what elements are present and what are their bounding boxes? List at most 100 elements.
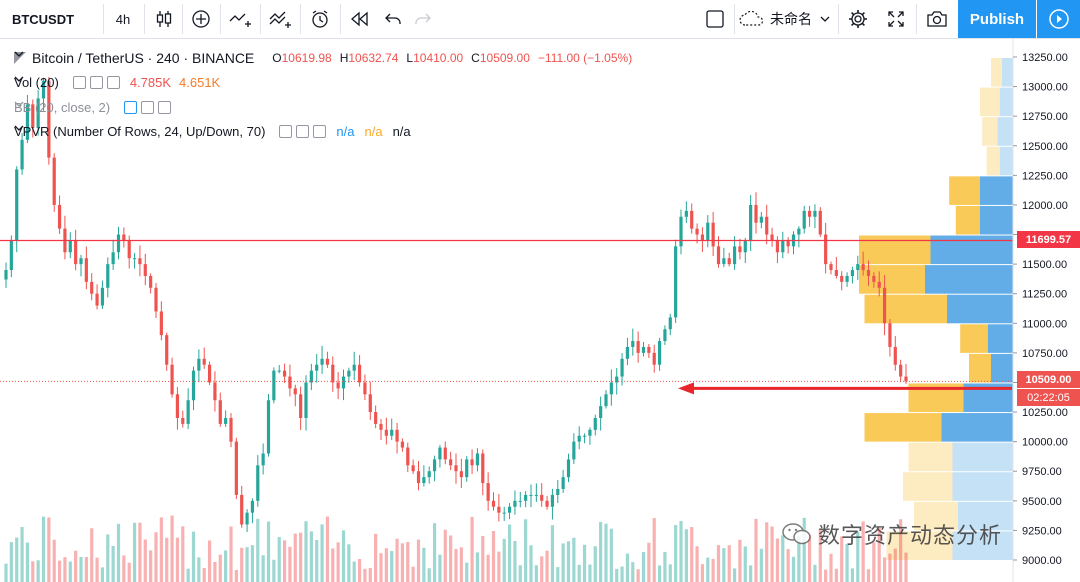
- candle-body: [90, 281, 94, 294]
- undo-icon[interactable]: [378, 0, 408, 38]
- volume-bar: [491, 531, 496, 582]
- volume-bar: [716, 545, 721, 582]
- volume-value-1: 4.785K: [129, 75, 172, 90]
- candle-body: [615, 376, 619, 383]
- volume-profile-up-bar: [991, 58, 1002, 87]
- volume-bar: [807, 535, 812, 582]
- candle-body: [518, 500, 522, 502]
- volume-title[interactable]: Vol (20): [14, 75, 59, 90]
- gear-icon[interactable]: [89, 76, 103, 89]
- volume-bar: [545, 550, 549, 582]
- candle-body: [282, 370, 287, 377]
- volume-bar: [861, 521, 865, 582]
- candle-body: [422, 477, 426, 484]
- volume-bar: [36, 560, 40, 582]
- eye-icon[interactable]: [279, 125, 293, 138]
- candles: [4, 77, 908, 532]
- redo-icon[interactable]: [408, 0, 438, 38]
- gear-icon[interactable]: [296, 125, 310, 138]
- candle-body: [674, 246, 678, 318]
- candle-body: [154, 287, 158, 312]
- volume-bar: [207, 540, 212, 582]
- candle-body: [304, 382, 308, 418]
- compare-icon[interactable]: [224, 0, 256, 38]
- add-indicator-icon[interactable]: [186, 0, 216, 38]
- settings-icon[interactable]: [842, 0, 874, 38]
- candle-body: [170, 364, 174, 395]
- price-tick-label: 10000.00: [1022, 437, 1068, 449]
- candle-body: [475, 453, 480, 466]
- volume-bar: [486, 554, 490, 582]
- candle-body: [636, 341, 640, 353]
- volume-bar: [754, 518, 758, 582]
- price-tick-label: 11000.00: [1022, 318, 1067, 330]
- top-toolbar: BTCUSDT 4h 未命名: [0, 0, 1080, 39]
- wechat-icon: [782, 522, 812, 546]
- close-icon[interactable]: [158, 101, 172, 114]
- price-tick-label: 12500.00: [1022, 141, 1068, 153]
- symbol-search-button[interactable]: BTCUSDT: [6, 0, 80, 38]
- candle-body: [877, 281, 881, 288]
- volume-bar: [524, 519, 528, 582]
- eye-off-icon[interactable]: [124, 101, 138, 114]
- publish-button[interactable]: Publish: [958, 0, 1036, 38]
- volume-bar: [577, 564, 581, 582]
- close-icon[interactable]: [313, 125, 327, 138]
- volume-bar: [363, 568, 367, 582]
- alert-icon[interactable]: [304, 0, 336, 38]
- volume-bars: [4, 515, 908, 582]
- close-value: 10509.00: [479, 51, 530, 65]
- volume-bar: [143, 539, 147, 582]
- play-icon[interactable]: [1037, 0, 1080, 38]
- volume-bar: [63, 557, 67, 582]
- volume-bar: [197, 557, 201, 582]
- templates-icon[interactable]: [264, 0, 296, 38]
- volume-bar: [357, 558, 362, 582]
- cloud-icon: [738, 10, 766, 28]
- gear-icon[interactable]: [141, 101, 155, 114]
- candle-body: [336, 382, 340, 389]
- volume-bar: [668, 564, 672, 582]
- overlays: [0, 239, 1013, 395]
- close-icon[interactable]: [106, 76, 120, 89]
- volume-bar: [872, 542, 876, 582]
- interval-button[interactable]: 4h: [106, 0, 140, 38]
- candle-body: [893, 346, 897, 365]
- bb-title[interactable]: BB (20, close, 2): [14, 100, 111, 115]
- eye-icon[interactable]: [72, 76, 86, 89]
- layout-icon[interactable]: [700, 0, 730, 38]
- vpvr-title[interactable]: VPVR (Number Of Rows, 24, Up/Down, 70): [14, 124, 266, 139]
- volume-bar: [191, 531, 196, 582]
- volume-bar: [320, 524, 324, 582]
- candle-body: [652, 352, 656, 365]
- fullscreen-icon[interactable]: [880, 0, 912, 38]
- candle-body: [604, 394, 608, 407]
- replay-icon[interactable]: [344, 0, 374, 38]
- volume-bar: [106, 534, 110, 582]
- candle-body: [824, 234, 828, 265]
- candle-body: [882, 287, 887, 324]
- candle-body: [111, 252, 115, 265]
- bb-legend: BB (20, close, 2): [14, 100, 175, 115]
- layout-name-menu[interactable]: 未命名: [738, 0, 838, 38]
- candle-body: [684, 210, 688, 217]
- camera-icon[interactable]: [920, 0, 954, 38]
- candle-body: [813, 210, 817, 217]
- volume-profile-up-bar: [859, 265, 925, 294]
- volume-profile-down-bar: [997, 117, 1013, 146]
- symbol-title[interactable]: Bitcoin / TetherUS · 240 · BINANCE: [32, 50, 255, 66]
- volume-bar: [170, 515, 174, 582]
- vpvr-value-3: n/a: [392, 124, 411, 139]
- publish-label: Publish: [969, 10, 1025, 28]
- candle-body: [352, 364, 356, 371]
- volume-bar: [79, 556, 83, 582]
- price-chart[interactable]: 13250.00 13000.00 12750.00 12500.00 12250.00…: [0, 39, 1080, 582]
- candles-icon[interactable]: [148, 0, 180, 38]
- high-label: H: [339, 51, 349, 65]
- candle-body: [588, 429, 592, 436]
- chart-area[interactable]: 13250.00 13000.00 12750.00 12500.00 12250.00…: [0, 39, 1080, 582]
- volume-bar: [299, 532, 303, 582]
- candle-body: [802, 210, 806, 229]
- vpvr-legend: VPVR (Number Of Rows, 24, Up/Down, 70) n…: [14, 124, 415, 139]
- volume-bar: [181, 526, 185, 582]
